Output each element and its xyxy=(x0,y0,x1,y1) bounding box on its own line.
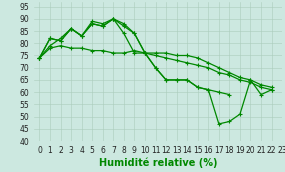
X-axis label: Humidité relative (%): Humidité relative (%) xyxy=(99,158,217,168)
